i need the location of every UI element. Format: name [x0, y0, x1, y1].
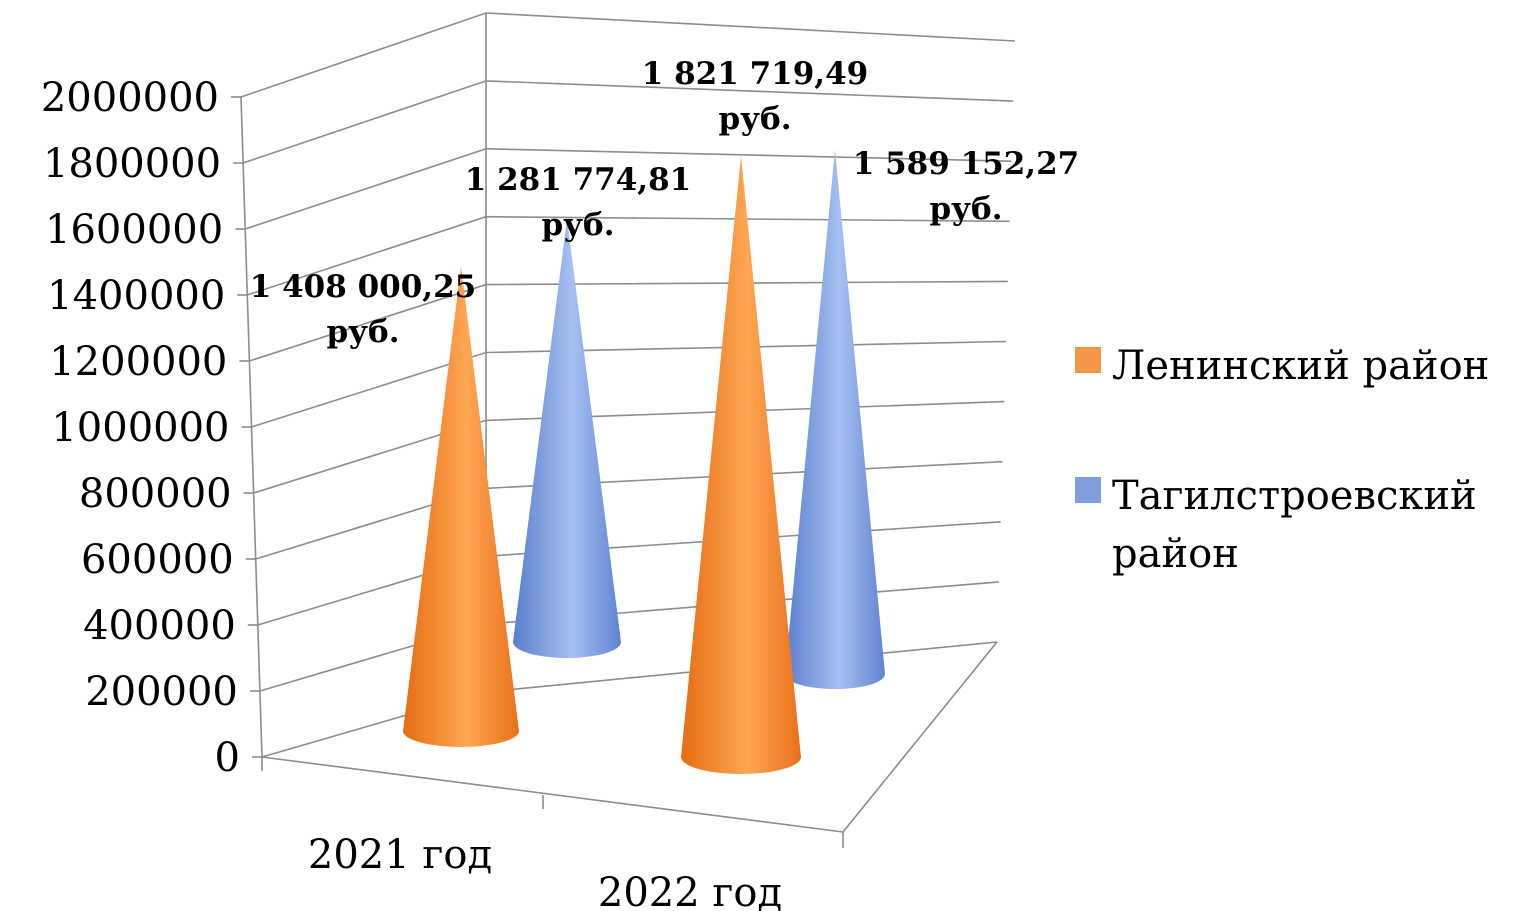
- cone-mark: [785, 149, 885, 689]
- legend-swatch: [1075, 347, 1101, 373]
- legend-label: Тагилстроевский: [1112, 473, 1477, 519]
- gridline: [240, 12, 1016, 98]
- plot-frame: [240, 13, 998, 848]
- cone-mark: [403, 266, 519, 747]
- gridline: [257, 521, 1001, 626]
- y-tick-label: 2000000: [41, 75, 219, 121]
- x-axis-categories: 2021 год 2022 год: [308, 832, 782, 911]
- data-label: 1 408 000,25: [250, 269, 477, 305]
- y-tick-label: 1800000: [43, 141, 221, 187]
- x-category-label: 2022 год: [598, 870, 782, 911]
- cone-mark: [513, 219, 621, 658]
- data-label: 1 281 774,81: [465, 162, 692, 198]
- x-axis-line: [261, 756, 844, 833]
- legend-swatch: [1075, 477, 1101, 503]
- y-tick-label: 600000: [81, 537, 234, 583]
- y-tick-label: 1400000: [47, 273, 225, 319]
- data-label: 1 821 719,49: [642, 56, 869, 92]
- legend-label: Ленинский район: [1112, 343, 1489, 389]
- y-tick-label: 1000000: [51, 405, 229, 451]
- data-label: руб.: [542, 207, 615, 243]
- y-tick-label: 0: [215, 735, 240, 781]
- y-tick-label: 400000: [83, 603, 236, 649]
- x-category-label: 2021 год: [308, 832, 492, 878]
- data-label: 1 589 152,27: [853, 146, 1080, 182]
- gridline: [255, 460, 1003, 560]
- gridline: [253, 400, 1005, 494]
- data-label: руб.: [327, 314, 400, 350]
- data-labels: 1 281 774,81 руб. 1 589 152,27 руб. 1 408 00…: [250, 56, 1080, 350]
- legend-label: район: [1112, 531, 1239, 577]
- cones: [403, 149, 885, 774]
- y-tick-label: 1200000: [49, 339, 227, 385]
- cone-mark: [681, 155, 801, 774]
- y-tick-label: 1600000: [45, 207, 223, 253]
- gridline: [259, 581, 999, 692]
- y-tick-label: 200000: [85, 669, 238, 715]
- gridline: [251, 340, 1007, 428]
- gridlines: [240, 12, 1016, 692]
- y-axis-ticks: 0 200000 400000 600000 800000 1000000 1200000 1…: [41, 75, 262, 781]
- data-label: руб.: [930, 191, 1003, 227]
- y-tick-label: 800000: [79, 471, 232, 517]
- legend: Ленинский район Тагилстроевский район: [1075, 343, 1489, 577]
- floor-right-edge: [842, 641, 998, 833]
- data-label: руб.: [719, 101, 792, 137]
